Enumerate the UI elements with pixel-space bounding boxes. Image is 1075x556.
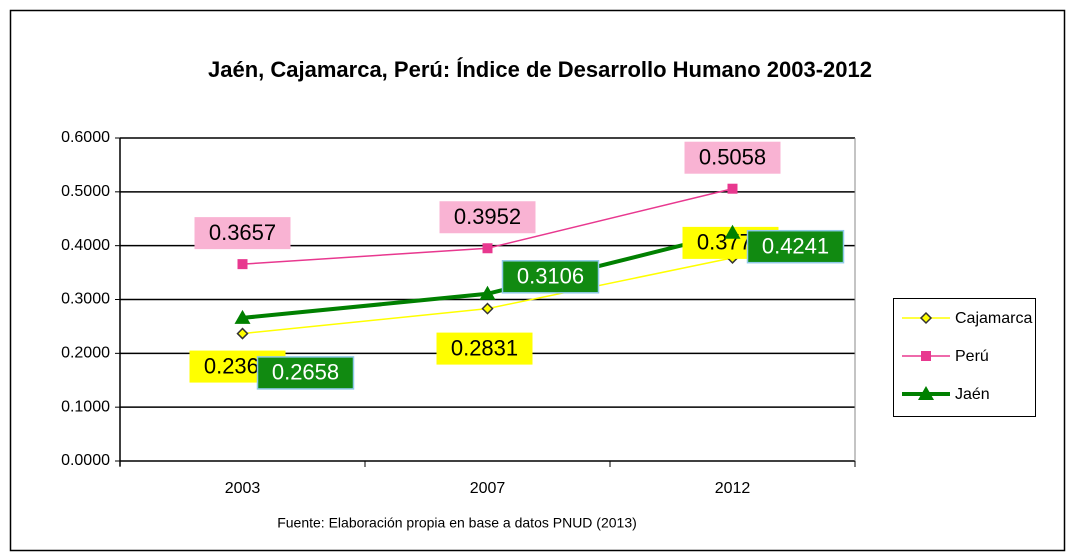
- y-tick-label: 0.2000: [61, 345, 110, 362]
- marker: [479, 285, 496, 300]
- x-tick-label: 2012: [715, 480, 751, 497]
- x-tick-label: 2003: [225, 480, 261, 497]
- y-tick-label: 0.4000: [61, 237, 110, 254]
- x-tick-label: 2007: [470, 480, 506, 497]
- marker: [482, 243, 493, 254]
- marker: [724, 224, 741, 239]
- legend-marker: [918, 386, 934, 400]
- y-tick-label: 0.1000: [61, 398, 110, 415]
- legend-marker: [921, 351, 931, 361]
- data-label: 0.2831: [451, 335, 518, 360]
- marker: [234, 309, 251, 324]
- data-label: 0.3106: [517, 264, 584, 289]
- marker: [481, 302, 494, 315]
- data-label-box: [194, 217, 291, 250]
- data-label-box: [439, 201, 536, 234]
- data-label-box: [256, 356, 355, 390]
- legend-label: Perú: [955, 348, 989, 365]
- data-label: 0.2658: [272, 360, 339, 385]
- data-label-box: [746, 229, 845, 264]
- marker: [727, 183, 738, 194]
- marker: [237, 259, 248, 270]
- marker: [236, 327, 249, 340]
- chart-title: Jaén, Cajamarca, Perú: Índice de Desarro…: [208, 57, 872, 82]
- legend-marker: [919, 311, 933, 325]
- data-label-box: [501, 260, 600, 294]
- data-label: 0.3952: [454, 204, 521, 229]
- data-label: 0.5058: [699, 145, 766, 170]
- data-label: 0.4241: [762, 234, 829, 259]
- legend-label: Cajamarca: [955, 310, 1032, 327]
- y-tick-label: 0.3000: [61, 291, 110, 308]
- source-note: Fuente: Elaboración propia en base a dat…: [277, 515, 637, 531]
- y-tick-label: 0.6000: [61, 129, 110, 146]
- data-label-box: [436, 332, 533, 365]
- y-tick-label: 0.5000: [61, 183, 110, 200]
- legend-label: Jaén: [955, 386, 990, 403]
- data-label-box: [684, 141, 781, 174]
- data-label: 0.3657: [209, 220, 276, 245]
- y-tick-label: 0.0000: [61, 452, 110, 469]
